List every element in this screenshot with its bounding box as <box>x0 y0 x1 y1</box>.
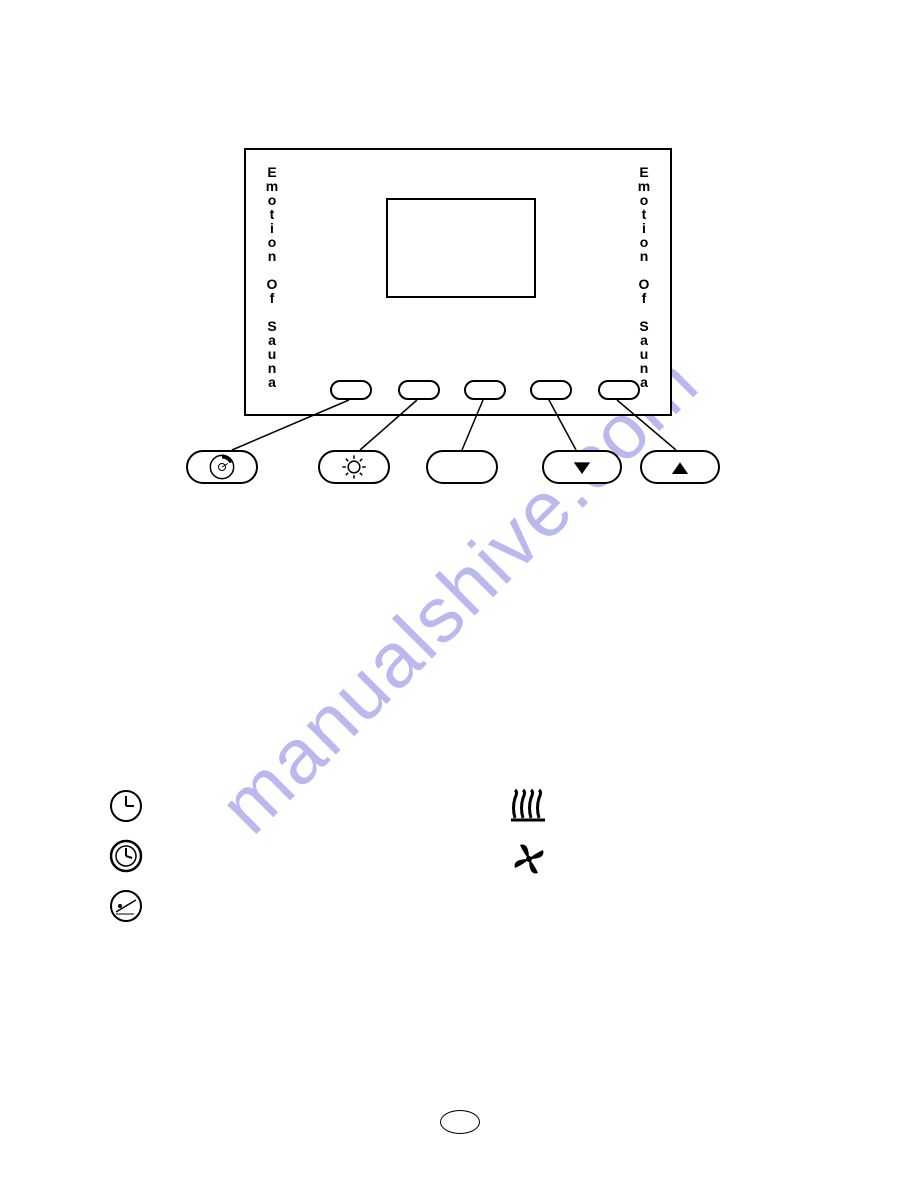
page-number-oval <box>440 1110 480 1134</box>
fan-icon <box>510 840 548 878</box>
heat-waves-icon <box>509 788 549 824</box>
temp-slope-icon <box>108 888 144 924</box>
clock-symbol <box>108 788 144 824</box>
fan-symbol <box>510 840 548 878</box>
callout-lines <box>0 0 918 600</box>
clock-icon <box>108 788 144 824</box>
timer-symbol <box>108 838 144 874</box>
heat-waves-symbol <box>509 788 549 824</box>
timer-icon <box>108 838 144 874</box>
temp-slope-symbol <box>108 888 144 924</box>
